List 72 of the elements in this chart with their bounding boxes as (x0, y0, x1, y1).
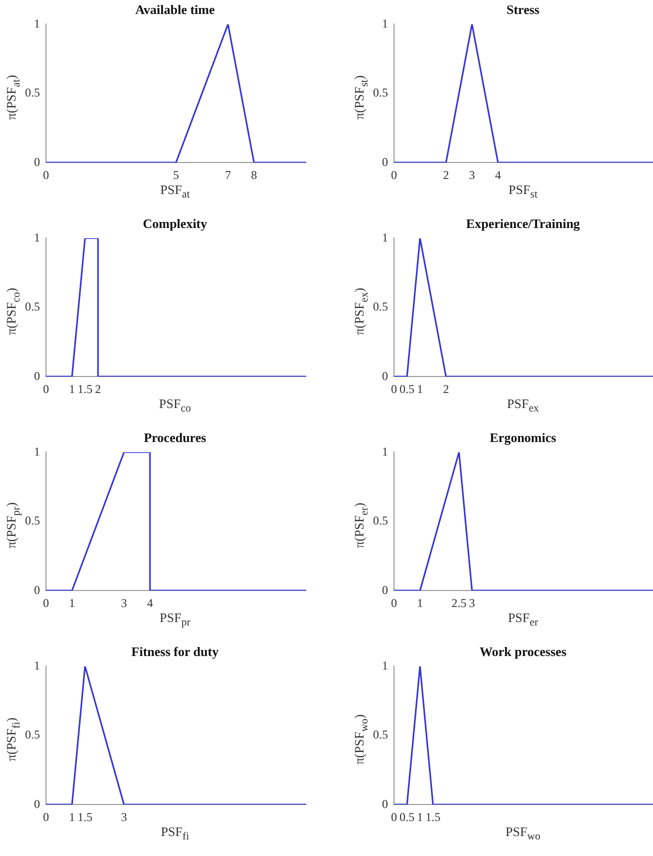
x-axis-title: PSF$_{co}$ (158, 396, 192, 415)
x-tick-label: 3 (469, 596, 475, 610)
y-tick-label: 1 (382, 16, 388, 30)
x-tick-label: 3 (121, 596, 127, 610)
y-tick-label: 0 (382, 154, 388, 169)
x-tick-label: 1.5 (426, 810, 440, 824)
x-tick-label: 0 (391, 810, 397, 824)
chart-title: Stress (506, 2, 540, 18)
x-tick-label: 3 (121, 810, 127, 824)
x-tick-label: 2 (443, 382, 449, 396)
y-tick-label: 0 (382, 796, 388, 811)
y-tick-label: 0.5 (25, 86, 40, 100)
y-tick-label: 0 (34, 154, 40, 169)
y-tick-label: 1 (382, 444, 388, 458)
x-tick-label: 1 (417, 382, 423, 396)
x-tick-label: 1 (417, 596, 423, 610)
x-tick-label: 4 (147, 596, 153, 610)
x-tick-label: 2.5 (452, 596, 466, 610)
x-tick-label: 4 (495, 168, 501, 182)
y-tick-label: 0.5 (373, 86, 388, 100)
x-tick-label: 0 (391, 596, 397, 610)
y-tick-label: 1 (382, 658, 388, 672)
y-tick-label: 0.5 (373, 300, 388, 314)
x-tick-label: 1 (69, 810, 75, 824)
y-tick-label: 0 (34, 368, 40, 383)
y-tick-label: 0 (382, 368, 388, 383)
chart-title: Procedures (142, 430, 208, 446)
chart-title: Complexity (142, 216, 208, 232)
y-tick-label: 0 (34, 582, 40, 597)
x-tick-label: 0 (43, 382, 49, 396)
y-tick-label: 1 (34, 658, 40, 672)
y-tick-label: 0 (34, 796, 40, 811)
y-tick-label: 0 (382, 582, 388, 597)
x-tick-label: 3 (469, 168, 475, 182)
y-tick-label: 0.5 (373, 514, 388, 528)
x-tick-label: 0 (43, 168, 49, 182)
x-tick-label: 5 (173, 168, 179, 182)
x-axis-title: PSF$_{st}$ (508, 182, 538, 201)
x-tick-label: 8 (251, 168, 257, 182)
x-axis-title: PSF$_{ex}$ (506, 396, 540, 415)
x-tick-label: 1.5 (78, 382, 92, 396)
x-tick-label: 0.5 (400, 382, 414, 396)
x-tick-label: 0 (391, 168, 397, 182)
chart-title: Available time (134, 2, 216, 18)
x-tick-label: 1.5 (78, 810, 92, 824)
x-tick-label: 0 (43, 596, 49, 610)
chart-title: Ergonomics (488, 430, 558, 446)
x-axis-title: PSF$_{at}$ (159, 182, 191, 201)
x-axis-title: PSF$_{er}$ (506, 610, 540, 629)
x-tick-label: 2 (443, 168, 449, 182)
x-axis-title: PSF$_{fi}$ (160, 824, 190, 843)
x-tick-label: 7 (225, 168, 231, 182)
y-tick-label: 0.5 (25, 300, 40, 314)
x-tick-label: 2 (95, 382, 101, 396)
chart-title: Experience/Training (465, 216, 581, 232)
x-tick-label: 1 (417, 810, 423, 824)
x-tick-label: 0 (43, 810, 49, 824)
x-tick-label: 1 (69, 382, 75, 396)
chart-title: Work processes (478, 644, 568, 660)
x-tick-label: 0.5 (400, 810, 414, 824)
x-axis-title: PSF$_{pr}$ (158, 610, 192, 629)
y-tick-label: 1 (382, 230, 388, 244)
y-tick-label: 1 (34, 444, 40, 458)
y-tick-label: 1 (34, 16, 40, 30)
x-tick-label: 1 (69, 596, 75, 610)
y-tick-label: 0.5 (25, 514, 40, 528)
chart-title: Fitness for duty (130, 644, 220, 660)
y-tick-label: 1 (34, 230, 40, 244)
y-tick-label: 0.5 (373, 728, 388, 742)
y-tick-label: 0.5 (25, 728, 40, 742)
x-tick-label: 0 (391, 382, 397, 396)
x-axis-title: PSF$_{wo}$ (504, 824, 542, 843)
